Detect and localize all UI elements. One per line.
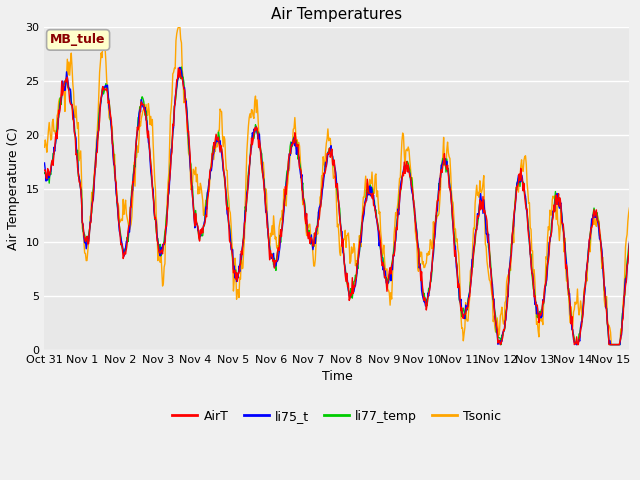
Text: MB_tule: MB_tule	[51, 34, 106, 47]
X-axis label: Time: Time	[321, 371, 353, 384]
Title: Air Temperatures: Air Temperatures	[271, 7, 403, 22]
Y-axis label: Air Temperature (C): Air Temperature (C)	[7, 127, 20, 250]
Legend: AirT, li75_t, li77_temp, Tsonic: AirT, li75_t, li77_temp, Tsonic	[168, 405, 506, 428]
